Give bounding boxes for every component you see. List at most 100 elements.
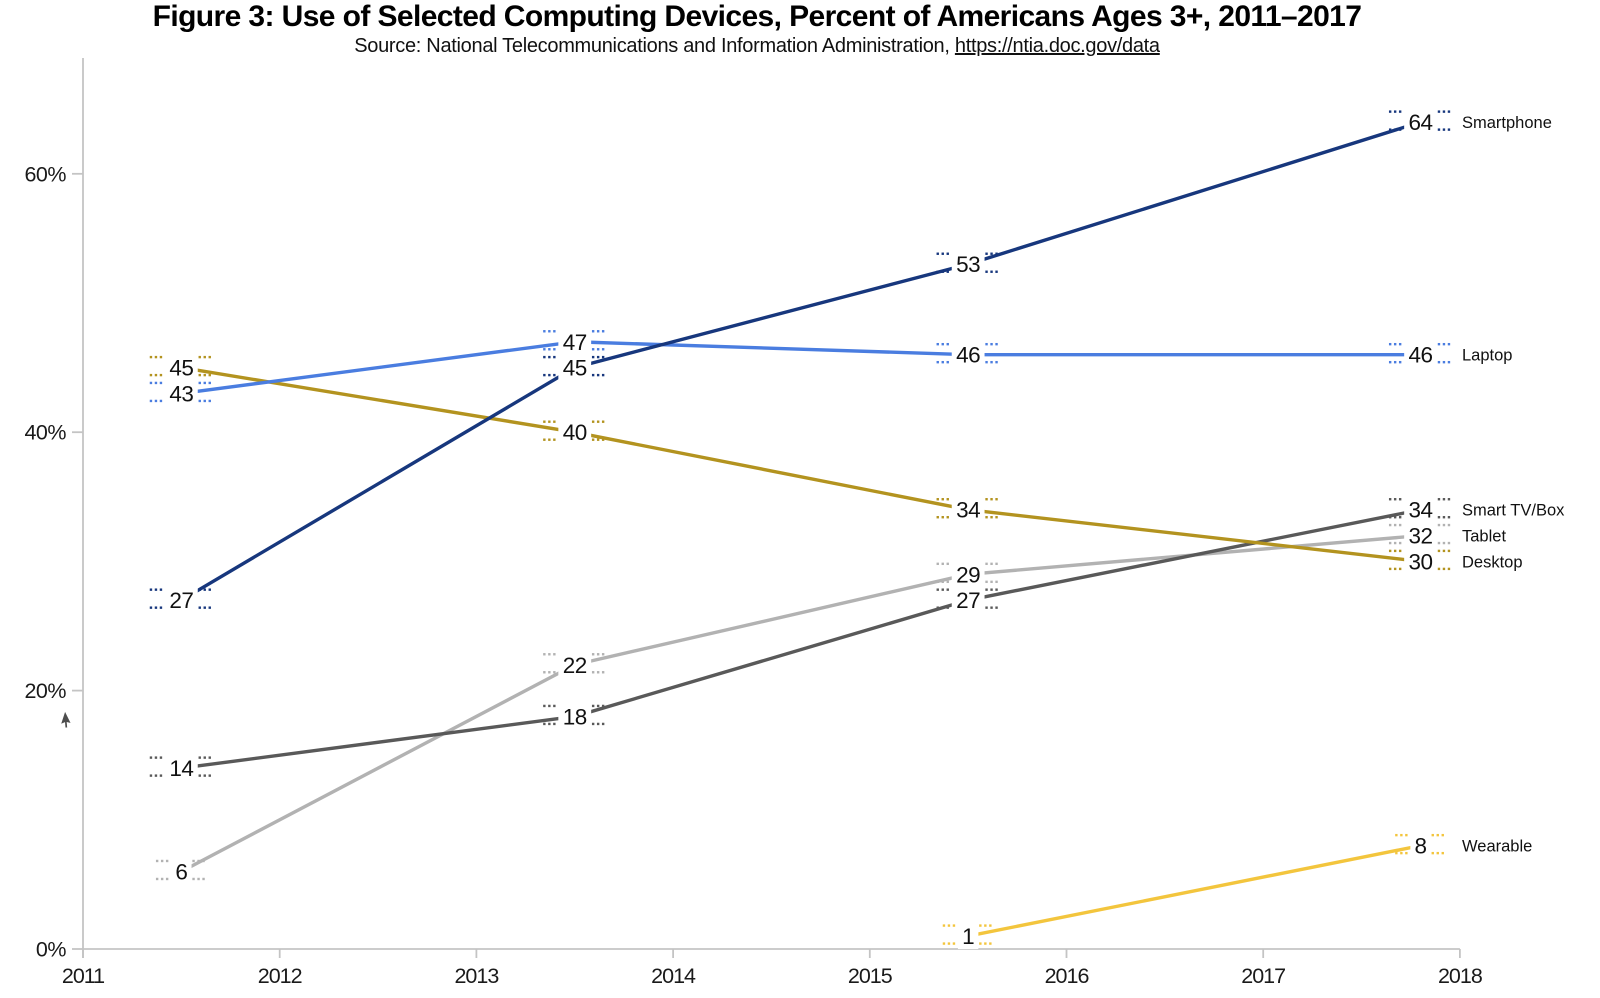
chart-title: Figure 3: Use of Selected Computing Devi…: [152, 0, 1362, 33]
data-label-value: 27: [956, 588, 980, 613]
label-handle-dot: [985, 562, 988, 566]
data-label-desktop[interactable]: 40: [543, 419, 605, 446]
label-handle-dot: [154, 355, 158, 359]
label-handle-dot: [1437, 342, 1441, 346]
label-handle-dot: [1398, 549, 1402, 553]
label-handle-dot: [990, 498, 993, 501]
data-label-smartphone[interactable]: 53: [936, 251, 998, 278]
series-name-smart-tv-box: Smart TV/Box: [1462, 502, 1565, 520]
data-label-desktop[interactable]: 34: [936, 496, 998, 523]
label-handle-dot: [995, 342, 998, 346]
data-label-laptop[interactable]: 43: [149, 380, 211, 407]
label-handle-dot: [1437, 541, 1441, 545]
label-handle-dot: [1393, 360, 1397, 364]
label-handle-dot: [946, 252, 949, 255]
data-label-laptop[interactable]: 46: [1388, 341, 1451, 368]
label-handle-dot: [1388, 342, 1392, 346]
label-handle-dot: [1447, 549, 1451, 553]
label-handle-dot: [1447, 110, 1451, 113]
label-handle-dot: [591, 438, 595, 441]
label-handle-dot: [995, 498, 998, 501]
label-handle-dot: [155, 859, 159, 863]
data-label-bg: [171, 858, 192, 885]
label-handle-dot: [1447, 128, 1451, 131]
data-label-tablet[interactable]: 22: [543, 651, 605, 678]
label-handle-dot: [192, 877, 195, 881]
label-handle-dot: [596, 355, 600, 359]
label-handle-dot: [596, 420, 600, 423]
label-handle-dot: [543, 722, 546, 726]
data-label-value: 6: [175, 859, 187, 884]
label-handle-dot: [154, 606, 158, 609]
data-label-smart-tv-box[interactable]: 27: [936, 587, 998, 614]
label-handle-dot: [941, 252, 944, 255]
label-handle-dot: [1447, 342, 1451, 346]
label-handle-dot: [543, 355, 546, 359]
label-handle-dot: [1436, 851, 1439, 855]
label-handle-dot: [203, 756, 206, 759]
data-label-smartphone[interactable]: 64: [1388, 109, 1451, 136]
label-handle-dot: [942, 942, 946, 945]
data-label-desktop[interactable]: 30: [1388, 548, 1451, 575]
label-handle-dot: [601, 722, 605, 726]
data-label-smart-tv-box[interactable]: 18: [543, 703, 605, 730]
data-label-laptop[interactable]: 46: [936, 341, 998, 368]
series-line-tablet: [180, 533, 1421, 873]
label-handle-dot: [936, 342, 939, 346]
label-handle-dot: [1431, 851, 1434, 855]
series-name-wearable: Wearable: [1462, 838, 1532, 856]
label-handle-dot: [941, 270, 944, 273]
label-handle-dot: [1437, 516, 1441, 519]
data-label-value: 46: [956, 343, 980, 368]
label-handle-dot: [548, 671, 551, 674]
label-handle-dot: [936, 360, 939, 364]
label-handle-dot: [985, 606, 988, 609]
source-link[interactable]: https://ntia.doc.gov/data: [954, 35, 1160, 57]
y-tick-label: 60%: [24, 162, 66, 186]
label-handle-dot: [995, 606, 998, 609]
data-label-tablet[interactable]: 29: [936, 561, 998, 588]
data-label-value: 29: [956, 562, 980, 587]
label-handle-dot: [985, 270, 988, 273]
label-handle-dot: [203, 399, 206, 403]
data-label-desktop[interactable]: 45: [149, 354, 211, 381]
data-label-smartphone[interactable]: 45: [543, 354, 605, 381]
data-label-smart-tv-box[interactable]: 34: [1388, 496, 1451, 523]
label-handle-dot: [936, 580, 939, 584]
data-label-smartphone[interactable]: 27: [149, 587, 211, 614]
label-handle-dot: [1442, 541, 1446, 545]
label-handle-dot: [942, 924, 946, 927]
label-handle-dot: [596, 438, 600, 441]
data-label-value: 45: [169, 356, 193, 381]
data-label-tablet[interactable]: 32: [1388, 522, 1451, 549]
data-label-smart-tv-box[interactable]: 14: [149, 755, 211, 782]
x-tick-label: 2018: [1438, 964, 1483, 988]
label-handle-dot: [203, 774, 206, 777]
label-handle-dot: [202, 877, 205, 881]
label-handle-dot: [1442, 549, 1446, 553]
label-handle-dot: [936, 606, 939, 609]
label-handle-dot: [1437, 110, 1441, 113]
label-handle-dot: [952, 924, 956, 927]
data-label-wearable[interactable]: 1: [942, 923, 992, 950]
mouse-cursor: [60, 710, 72, 729]
label-handle-dot: [947, 942, 951, 945]
label-handle-dot: [154, 373, 158, 377]
data-label-bg: [951, 587, 985, 614]
label-handle-dot: [1447, 541, 1451, 545]
label-handle-dot: [1398, 360, 1402, 364]
data-label-value: 30: [1409, 549, 1433, 574]
label-handle-dot: [198, 399, 201, 403]
data-label-bg: [558, 419, 592, 446]
label-handle-dot: [596, 330, 600, 333]
data-label-tablet[interactable]: 6: [155, 858, 205, 885]
label-handle-dot: [601, 438, 605, 441]
data-label-laptop[interactable]: 47: [543, 328, 605, 355]
label-handle-dot: [1437, 523, 1441, 527]
label-handle-dot: [543, 373, 546, 377]
label-handle-dot: [548, 722, 551, 726]
label-handle-dot: [208, 373, 211, 377]
source-text: Source: National Telecommunications and …: [354, 35, 955, 57]
label-handle-dot: [596, 348, 600, 351]
data-label-wearable[interactable]: 8: [1395, 832, 1444, 859]
